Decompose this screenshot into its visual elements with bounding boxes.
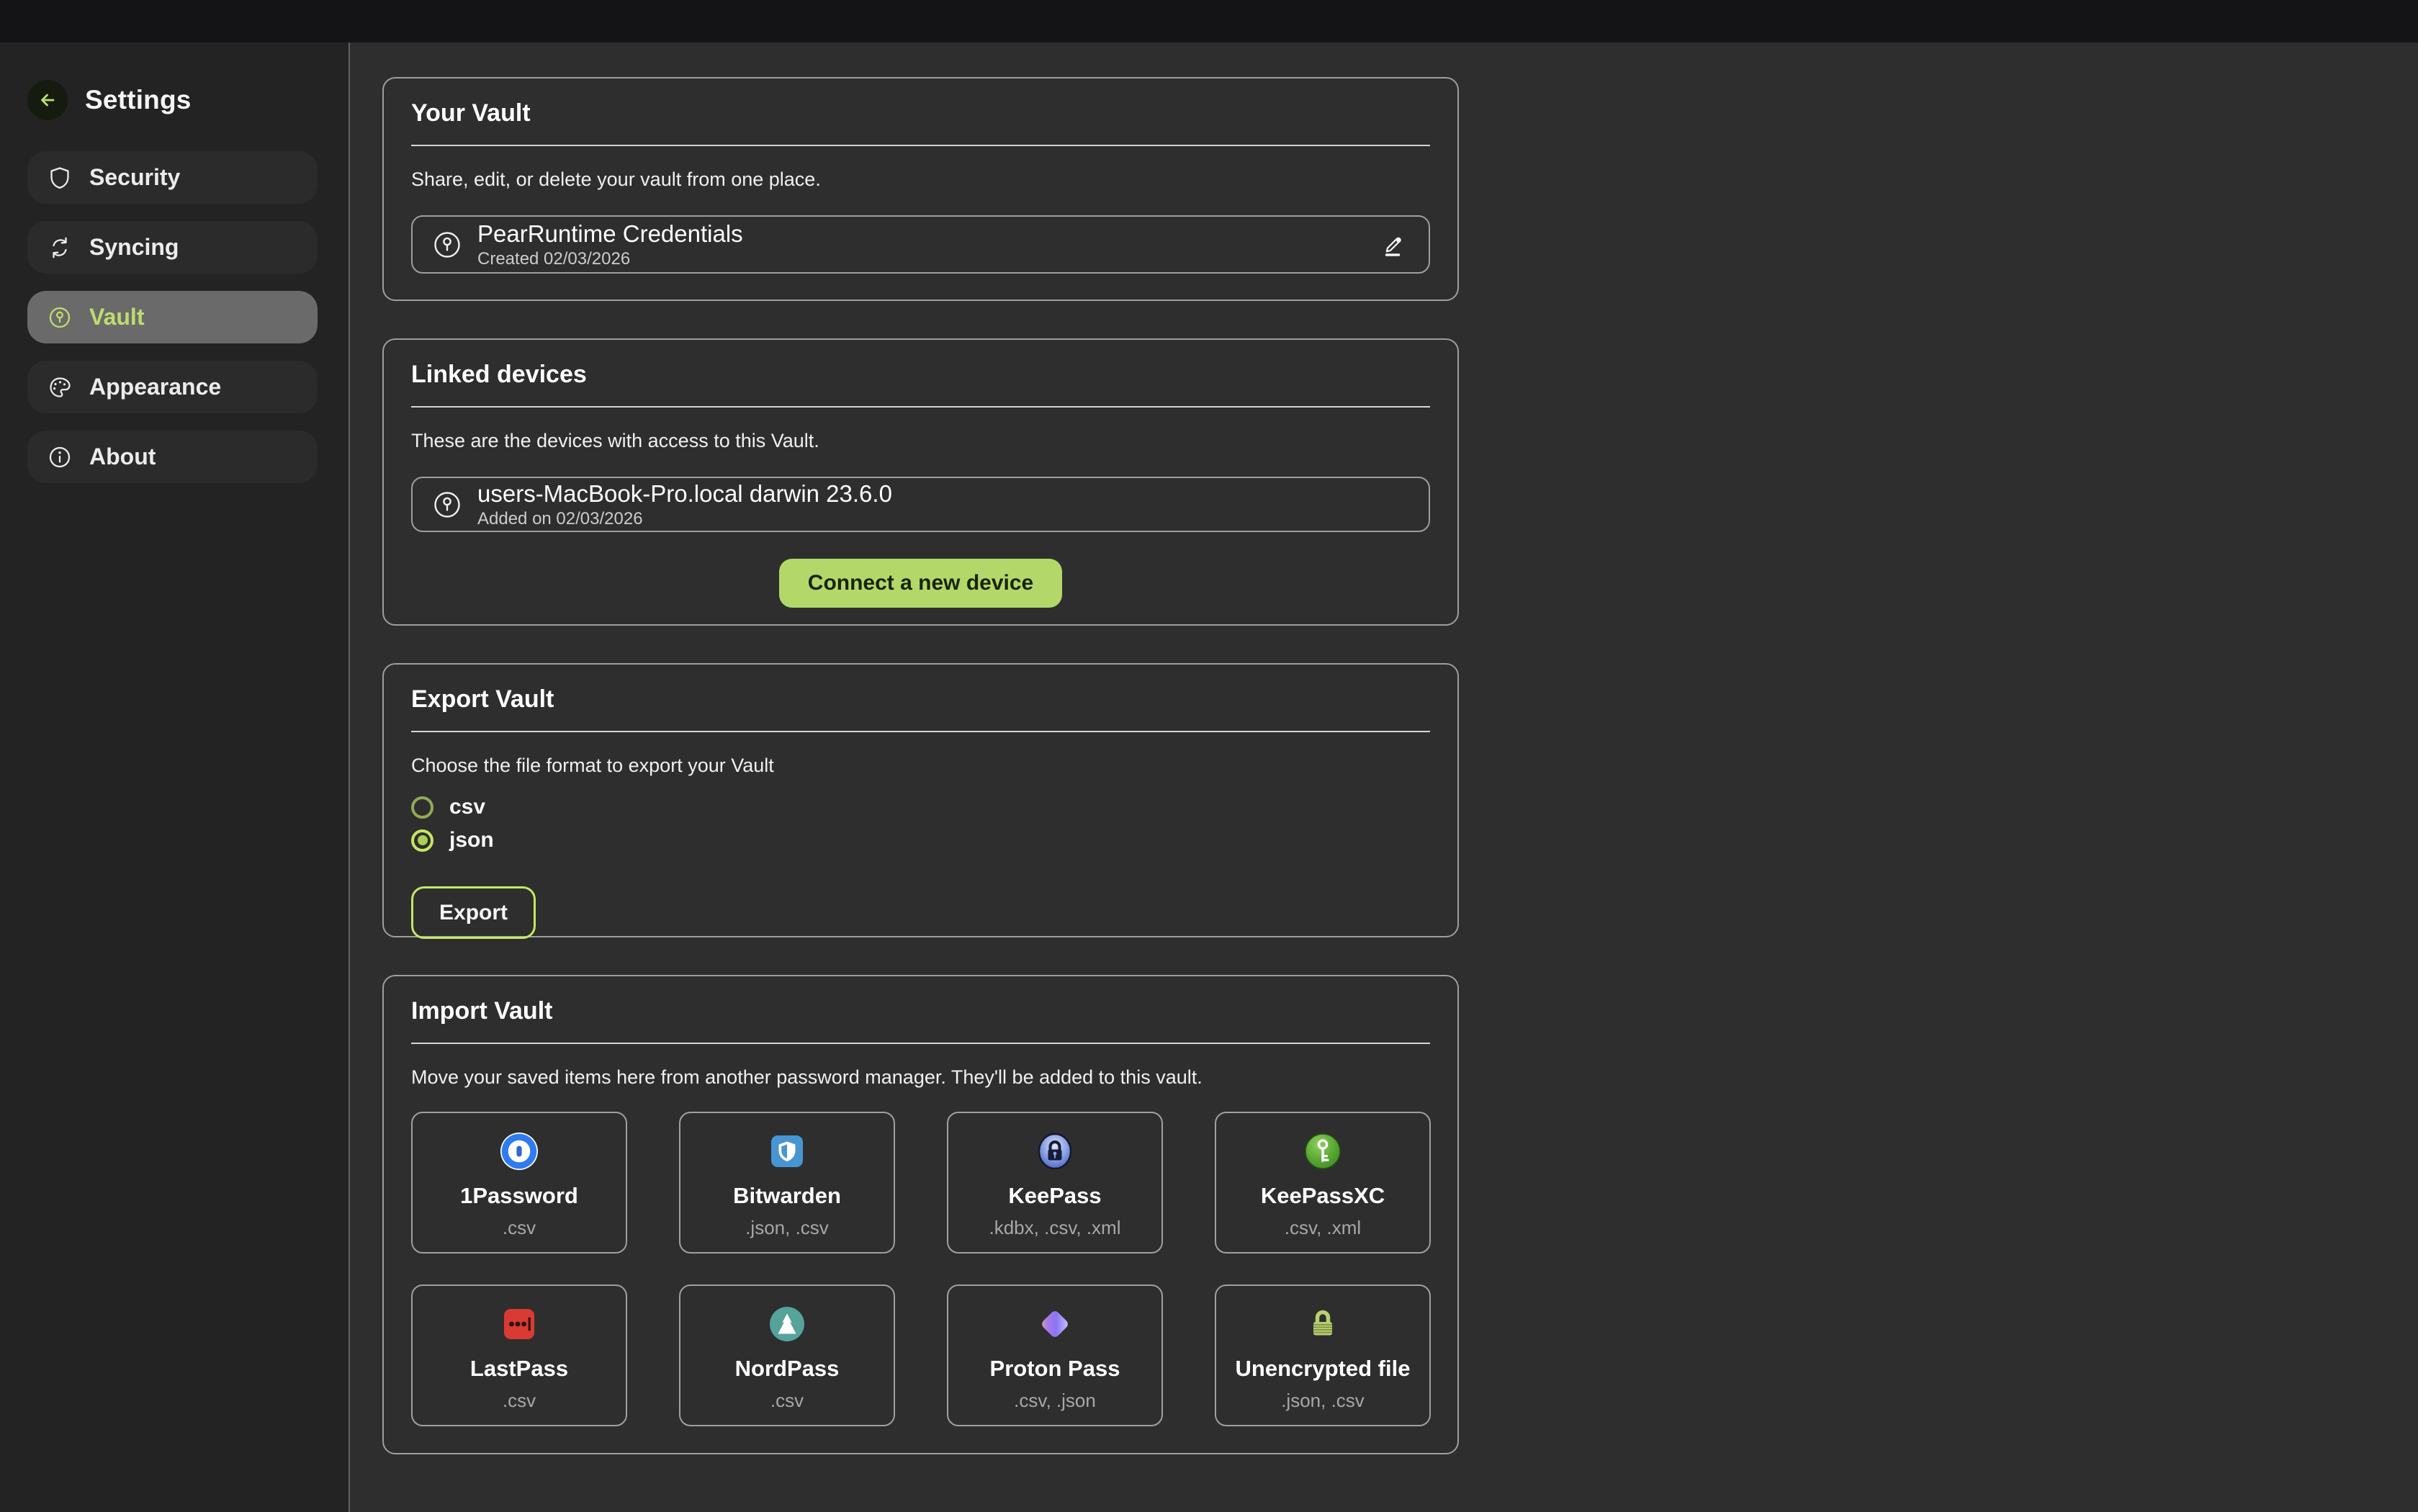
sidebar-item-appearance[interactable]: Appearance — [27, 361, 318, 413]
sidebar-item-label: Appearance — [89, 374, 222, 400]
provider-formats: .csv, .xml — [1284, 1217, 1362, 1238]
onepassword-icon — [498, 1130, 540, 1172]
radio-json-label: json — [449, 828, 494, 852]
protonpass-icon — [1034, 1303, 1076, 1345]
bitwarden-icon — [766, 1130, 808, 1172]
import-tile-1password[interactable]: 1Password .csv — [411, 1112, 627, 1254]
import-vault-description: Move your saved items here from another … — [411, 1066, 1203, 1088]
vault-item-text: PearRuntime Credentials Created 02/03/20… — [477, 220, 1368, 269]
import-provider-grid: 1Password .csv Bitwarden .json, .csv — [411, 1112, 1431, 1426]
sidebar-header: Settings — [0, 80, 349, 120]
import-tile-bitwarden[interactable]: Bitwarden .json, .csv — [679, 1112, 895, 1254]
provider-formats: .json, .csv — [1281, 1390, 1365, 1411]
provider-name: 1Password — [460, 1183, 578, 1208]
connect-new-device-button[interactable]: Connect a new device — [778, 559, 1063, 608]
export-vault-card: Export Vault Choose the file format to e… — [382, 663, 1459, 939]
provider-formats: .json, .csv — [745, 1217, 829, 1238]
import-tile-keepass[interactable]: KeePass .kdbx, .csv, .xml — [947, 1112, 1163, 1254]
page-title: Settings — [85, 85, 192, 114]
radio-option-csv[interactable]: csv — [411, 793, 1430, 822]
sidebar-item-label: About — [89, 444, 156, 469]
key-circle-icon — [431, 229, 463, 261]
your-vault-card: Your Vault Share, edit, or delete your v… — [382, 77, 1459, 301]
key-circle-icon — [48, 305, 72, 330]
card-title-import-vault: Import Vault — [411, 997, 553, 1025]
sidebar-item-vault[interactable]: Vault — [27, 291, 318, 343]
provider-formats: .csv — [502, 1390, 536, 1411]
back-button[interactable] — [27, 80, 68, 120]
vault-item-meta: Created 02/03/2026 — [477, 248, 631, 269]
card-title-export-vault: Export Vault — [411, 685, 554, 713]
import-tile-lastpass[interactable]: LastPass .csv — [411, 1284, 627, 1426]
nordpass-icon — [766, 1303, 808, 1345]
vault-item-row[interactable]: PearRuntime Credentials Created 02/03/20… — [411, 215, 1430, 274]
provider-name: Proton Pass — [989, 1356, 1120, 1381]
radio-option-json[interactable]: json — [411, 826, 1430, 855]
divider — [411, 145, 1430, 146]
sidebar-item-security[interactable]: Security — [27, 151, 318, 204]
provider-formats: .csv, .json — [1014, 1390, 1096, 1411]
palette-icon — [48, 375, 72, 400]
import-vault-card: Import Vault Move your saved items here … — [382, 975, 1459, 1454]
radio-csv-label: csv — [449, 795, 486, 819]
import-tile-keepassxc[interactable]: KeePassXC .csv, .xml — [1215, 1112, 1431, 1254]
card-title-your-vault: Your Vault — [411, 99, 531, 127]
sidebar-item-label: Security — [89, 164, 181, 190]
info-icon — [48, 445, 72, 469]
arrow-left-icon — [35, 88, 60, 112]
provider-name: Bitwarden — [733, 1183, 841, 1208]
import-tile-nordpass[interactable]: NordPass .csv — [679, 1284, 895, 1426]
window-titlebar — [0, 0, 2418, 42]
radio-json-icon[interactable] — [411, 829, 433, 852]
shield-icon — [48, 166, 72, 190]
divider — [411, 406, 1430, 408]
provider-name: KeePass — [1008, 1183, 1102, 1208]
keepass-icon — [1034, 1130, 1076, 1172]
radio-csv-icon[interactable] — [411, 796, 433, 819]
provider-name: KeePassXC — [1260, 1183, 1385, 1208]
provider-formats: .kdbx, .csv, .xml — [989, 1217, 1121, 1238]
device-name: users-MacBook-Pro.local darwin 23.6.0 — [477, 480, 892, 507]
import-tile-protonpass[interactable]: Proton Pass .csv, .json — [947, 1284, 1163, 1426]
provider-name: NordPass — [734, 1356, 840, 1381]
key-circle-icon — [431, 489, 463, 521]
sidebar-item-about[interactable]: About — [27, 431, 318, 483]
device-meta: Added on 02/03/2026 — [477, 508, 643, 528]
sidebar-item-label: Vault — [89, 304, 145, 330]
your-vault-description: Share, edit, or delete your vault from o… — [411, 168, 821, 190]
export-button[interactable]: Export — [411, 886, 536, 939]
sidebar-item-label: Syncing — [89, 234, 179, 260]
vault-item-name: PearRuntime Credentials — [477, 220, 743, 247]
settings-sidebar: Settings Security Syncing — [0, 42, 350, 1512]
keepassxc-icon — [1302, 1130, 1344, 1172]
linked-devices-description: These are the devices with access to thi… — [411, 430, 819, 451]
provider-formats: .csv — [770, 1390, 804, 1411]
pencil-icon — [1378, 230, 1407, 259]
sidebar-item-syncing[interactable]: Syncing — [27, 221, 318, 274]
provider-formats: .csv — [502, 1217, 536, 1238]
card-title-linked-devices: Linked devices — [411, 361, 587, 388]
export-vault-description: Choose the file format to export your Va… — [411, 755, 774, 776]
provider-name: Unencrypted file — [1235, 1356, 1411, 1381]
main-content: Your Vault Share, edit, or delete your v… — [382, 77, 1459, 1454]
lastpass-icon — [498, 1303, 540, 1345]
divider — [411, 731, 1430, 732]
export-format-options: csv json — [411, 793, 1430, 855]
device-row: users-MacBook-Pro.local darwin 23.6.0 Ad… — [411, 477, 1430, 532]
divider — [411, 1043, 1430, 1044]
unencrypted-lock-icon — [1302, 1303, 1344, 1345]
sync-icon — [48, 235, 72, 260]
edit-vault-button[interactable] — [1368, 220, 1417, 269]
linked-devices-card: Linked devices These are the devices wit… — [382, 338, 1459, 626]
sidebar-nav: Security Syncing Vault — [27, 151, 318, 483]
import-tile-unencrypted[interactable]: Unencrypted file .json, .csv — [1215, 1284, 1431, 1426]
device-text: users-MacBook-Pro.local darwin 23.6.0 Ad… — [477, 480, 1417, 529]
provider-name: LastPass — [469, 1356, 569, 1381]
